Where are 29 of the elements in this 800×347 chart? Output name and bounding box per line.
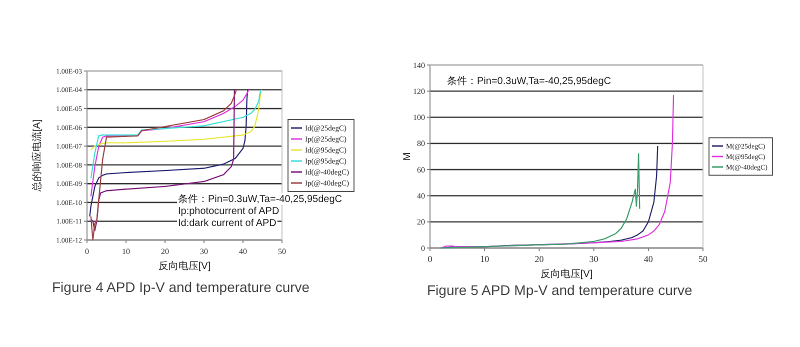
x-tick-label: 0	[85, 247, 89, 256]
y-tick-label: 60	[417, 165, 425, 174]
x-tick-label: 20	[534, 254, 544, 264]
y-tick-label: 100	[413, 113, 425, 122]
x-tick-label: 40	[239, 247, 247, 256]
annotation: Ip:photocurrent of APD	[178, 206, 280, 217]
x-tick-label: 20	[161, 247, 169, 256]
y-tick-label: 20	[417, 218, 425, 227]
text: Figure 5 APD Mp-V and temperature curve	[427, 282, 693, 298]
annotation: 条件：Pin=0.3uW,Ta=-40,25,95degC	[447, 75, 611, 87]
y-axis-title: M	[402, 152, 413, 161]
y-tick-label: 40	[417, 192, 425, 201]
y-tick-label: 120	[413, 86, 425, 96]
x-tick-label: 40	[644, 254, 654, 264]
x-tick-label: 30	[589, 254, 599, 264]
y-tick-label: 80	[417, 139, 425, 148]
x-axis-title: 反向电压[V]	[158, 260, 211, 272]
x-tick-label: 0	[428, 254, 433, 264]
x-axis-title: 反向电压[V]	[540, 268, 593, 280]
annotation: Id:dark current of APD	[178, 218, 276, 229]
text: Figure 4 APD Ip-V and temperature curve	[52, 279, 310, 295]
x-tick-label: 10	[480, 254, 490, 264]
x-tick-label: 50	[698, 254, 708, 264]
x-tick-label: 50	[278, 247, 286, 256]
x-tick-label: 30	[200, 247, 208, 256]
y-axis-title: 总的响应电流[A]	[31, 119, 43, 193]
y-tick-label: 140	[413, 60, 425, 70]
annotation: 条件：Pin=0.3uW,Ta=-40,25,95degC	[178, 193, 342, 205]
x-tick-label: 10	[122, 247, 130, 256]
